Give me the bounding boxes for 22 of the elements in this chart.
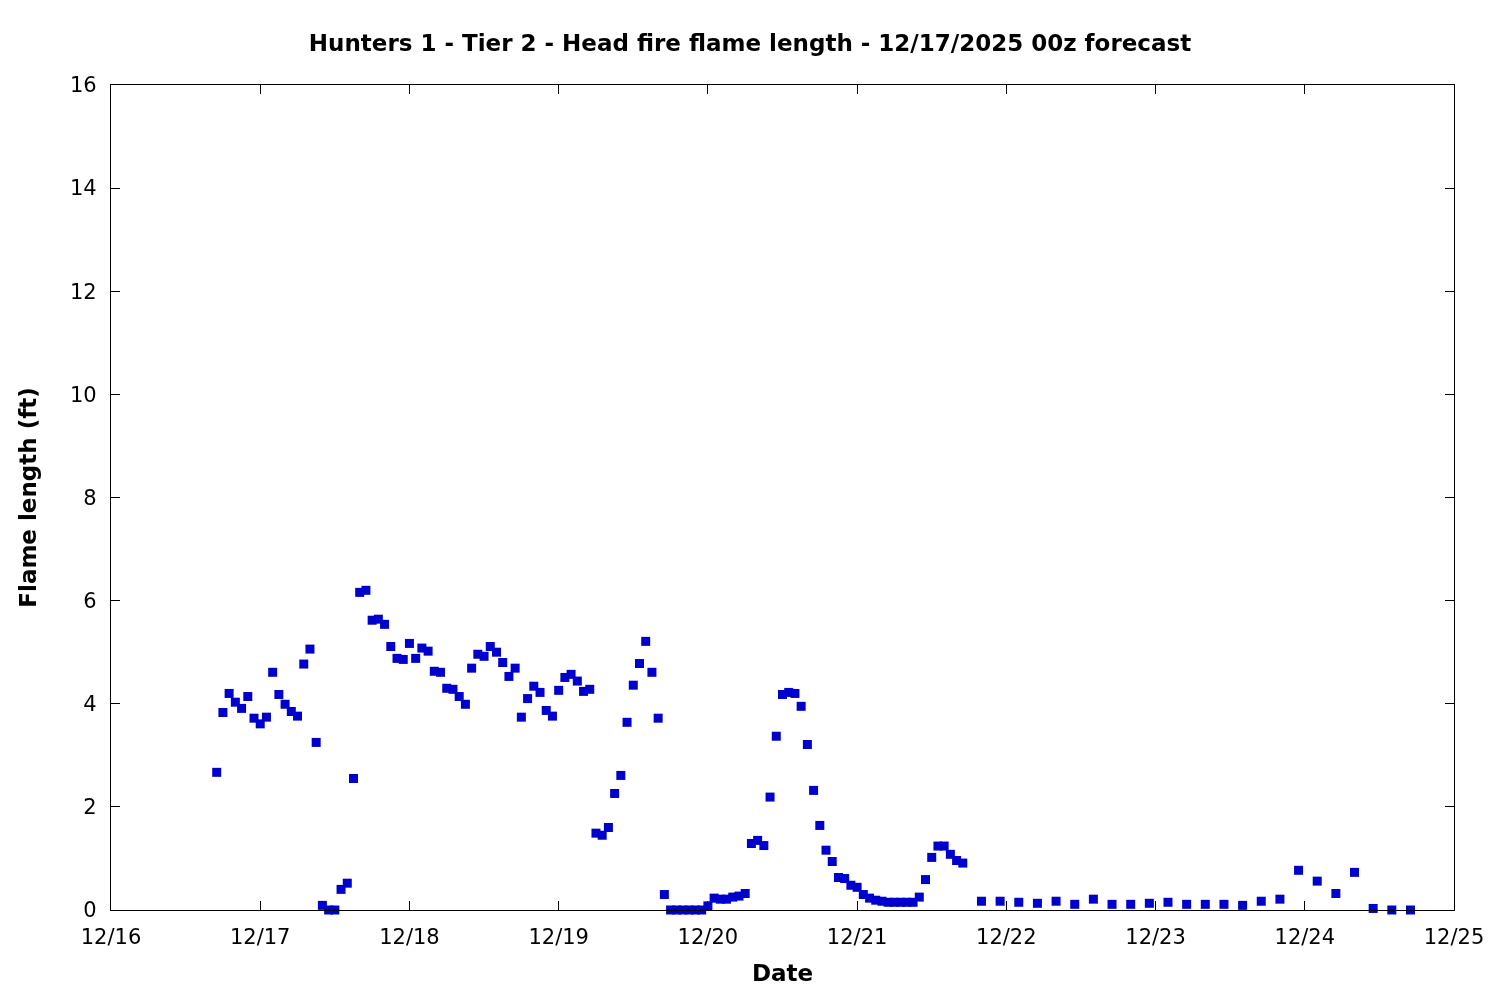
x-tick-label: 12/24 — [1274, 925, 1336, 950]
y-axis-title: Flame length (ft) — [15, 387, 42, 608]
y-tick-label: 8 — [83, 485, 97, 510]
x-tick-label: 12/18 — [379, 925, 440, 950]
x-tick-label: 12/25 — [1423, 925, 1485, 950]
y-tick-label: 14 — [69, 176, 97, 201]
y-tick-label: 6 — [83, 588, 97, 613]
x-tick-label: 12/22 — [976, 925, 1037, 950]
chart-title: Hunters 1 - Tier 2 - Head fire flame length - 12/17/2025 00z forecast — [308, 30, 1192, 57]
x-axis-title: Date — [751, 959, 814, 986]
y-tick-label: 4 — [83, 692, 97, 717]
x-tick-label: 12/16 — [80, 925, 142, 950]
y-tick-label: 10 — [69, 382, 97, 407]
x-tick-label: 12/20 — [677, 925, 739, 950]
y-tick-label: 2 — [83, 795, 97, 820]
x-tick-label: 12/23 — [1125, 925, 1186, 950]
x-tick-label: 12/21 — [826, 925, 888, 950]
x-tick-label: 12/19 — [528, 925, 589, 950]
y-tick-label: 0 — [83, 898, 97, 923]
y-tick-label: 12 — [69, 279, 97, 304]
x-tick-label: 12/17 — [229, 925, 291, 950]
y-tick-label: 16 — [69, 73, 97, 98]
